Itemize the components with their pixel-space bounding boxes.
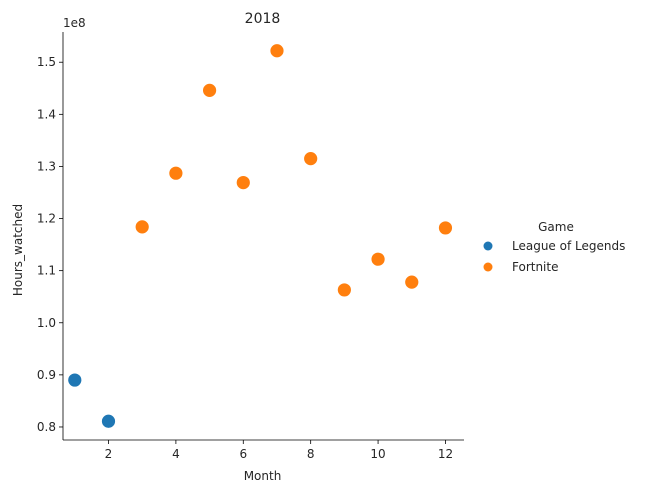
y-axis-scale-label: 1e8 <box>63 16 86 30</box>
y-tick-label: 0.8 <box>37 420 56 434</box>
data-point-series-2 <box>404 274 420 290</box>
data-point-series-2 <box>370 251 386 267</box>
y-tick-label: 1.4 <box>37 107 56 121</box>
data-point-series-2 <box>438 220 453 236</box>
x-tick-label: 4 <box>172 447 180 461</box>
x-axis-ticks: 2 4 6 8 10 12 <box>105 440 453 461</box>
legend-title: Game <box>538 220 574 234</box>
data-point-series-1 <box>67 372 83 388</box>
y-tick-label: 1.2 <box>37 212 56 226</box>
axes <box>62 32 464 441</box>
data-points <box>67 43 453 429</box>
legend-label: Fortnite <box>512 260 558 274</box>
x-tick-label: 6 <box>239 447 247 461</box>
data-point-series-2 <box>202 82 217 98</box>
y-axis-label: Hours_watched <box>11 204 25 296</box>
legend-marker <box>483 241 493 251</box>
y-tick-label: 1.0 <box>37 316 56 330</box>
x-tick-label: 8 <box>307 447 315 461</box>
data-point-series-2 <box>168 165 184 181</box>
legend-marker <box>483 262 493 272</box>
y-tick-label: 1.1 <box>37 264 56 278</box>
data-point-series-1 <box>101 413 116 429</box>
x-tick-label: 2 <box>105 447 113 461</box>
y-axis-ticks: 0.8 0.9 1.0 1.1 1.2 1.3 1.4 1.5 <box>37 55 63 434</box>
x-tick-label: 12 <box>438 447 453 461</box>
x-axis-label: Month <box>244 469 282 483</box>
data-point-series-2 <box>134 219 150 235</box>
x-tick-label: 10 <box>370 447 385 461</box>
legend-label: League of Legends <box>512 239 625 253</box>
y-tick-label: 1.3 <box>37 159 56 173</box>
legend-items: League of Legends Fortnite <box>483 239 625 274</box>
data-point-series-2 <box>269 43 285 59</box>
chart-title: 2018 <box>245 11 281 27</box>
data-point-series-2 <box>303 151 319 167</box>
data-point-series-2 <box>235 175 251 190</box>
y-tick-label: 0.9 <box>37 368 56 382</box>
data-point-series-2 <box>336 282 352 298</box>
legend: Game League of Legends Fortnite <box>483 220 625 274</box>
y-tick-label: 1.5 <box>37 55 56 69</box>
